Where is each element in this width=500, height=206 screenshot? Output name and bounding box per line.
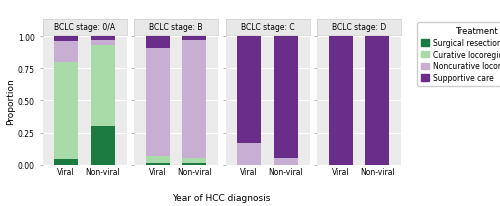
Y-axis label: Proportion: Proportion (6, 78, 15, 124)
Bar (238, 143, 261, 165)
Bar (182, 158, 206, 164)
Bar (146, 156, 170, 164)
Bar (274, 158, 297, 165)
Bar (146, 49, 170, 156)
Text: BCLC stage: C: BCLC stage: C (240, 23, 294, 32)
Text: BCLC stage: D: BCLC stage: D (332, 23, 386, 32)
Bar (182, 164, 206, 165)
Text: BCLC stage: B: BCLC stage: B (149, 23, 203, 32)
Bar (91, 37, 114, 41)
Bar (91, 46, 114, 126)
Bar (54, 160, 78, 165)
Bar (238, 37, 261, 143)
Bar (182, 37, 206, 41)
Bar (146, 37, 170, 49)
Text: BCLC stage: 0/A: BCLC stage: 0/A (54, 23, 115, 32)
Bar (182, 41, 206, 158)
Bar (54, 37, 78, 42)
Bar (274, 37, 297, 158)
Bar (54, 63, 78, 160)
Bar (91, 41, 114, 46)
Bar (329, 37, 352, 165)
Bar (146, 164, 170, 165)
Bar (91, 126, 114, 165)
Legend: Surgical resection, Curative locoregional therapy, Noncurative locoregional ther: Surgical resection, Curative locoregiona… (418, 23, 500, 86)
Bar (54, 42, 78, 63)
Bar (366, 37, 389, 165)
Text: Year of HCC diagnosis: Year of HCC diagnosis (172, 193, 271, 202)
